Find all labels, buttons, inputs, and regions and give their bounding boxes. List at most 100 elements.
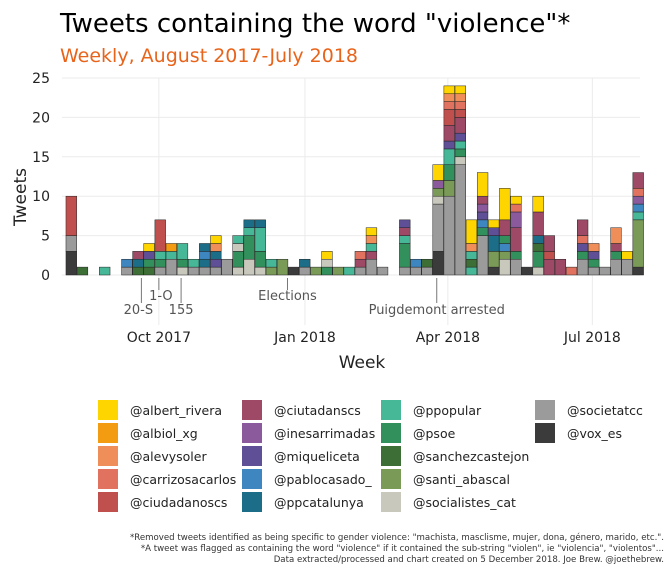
bar-segment — [432, 180, 444, 189]
legend-swatch — [98, 423, 118, 443]
x-tick-label: Apr 2018 — [416, 330, 480, 346]
bar-segment — [632, 266, 644, 276]
bar-segment — [154, 258, 166, 268]
bar-segment — [443, 180, 455, 197]
bar-segment — [532, 243, 544, 252]
bar-segment — [399, 243, 411, 268]
bar-segment — [132, 251, 144, 260]
bar-segment — [65, 251, 77, 276]
legend-label: @ppopular — [413, 403, 482, 418]
bar-segment — [221, 258, 233, 276]
bar-segment — [332, 266, 344, 276]
bars — [65, 85, 644, 276]
bar-segment — [632, 203, 644, 213]
bar-segment — [232, 235, 244, 244]
bar-segment — [454, 156, 466, 165]
bar-segment — [210, 258, 222, 268]
bar-segment — [443, 140, 455, 150]
legend-swatch — [242, 423, 262, 443]
bar-segment — [254, 266, 266, 276]
bar-segment — [577, 219, 589, 236]
bar-segment — [554, 258, 567, 276]
legend-label: @albiol_xg — [130, 426, 198, 441]
bar-segment — [510, 211, 522, 228]
bar-segment — [121, 266, 133, 276]
bar-segment — [232, 251, 244, 268]
bar-segment — [532, 266, 544, 276]
bar-segment — [488, 219, 500, 228]
bar-segment — [132, 266, 144, 276]
bar-segment — [510, 251, 522, 260]
bar-segment — [199, 243, 211, 252]
bar-segment — [210, 251, 222, 260]
legend-label: @psoe — [413, 426, 456, 441]
bar-segment — [310, 266, 322, 276]
bar-segment — [577, 258, 589, 276]
bar-segment — [443, 125, 455, 142]
bar-segment — [621, 251, 633, 260]
bar-segment — [399, 235, 411, 244]
legend-swatch — [242, 446, 262, 466]
y-tick-label: 20 — [32, 110, 50, 126]
bar-segment — [154, 219, 166, 252]
legend-swatch — [381, 492, 401, 512]
bar-segment — [165, 243, 177, 252]
legend-label: @vox_es — [567, 426, 622, 441]
annotation-label: 155 — [169, 303, 194, 318]
legend-swatch — [381, 469, 401, 489]
bar-segment — [399, 219, 411, 228]
bar-segment — [465, 243, 478, 252]
bar-segment — [365, 251, 378, 260]
x-axis-title: Week — [339, 353, 386, 373]
bar-segment — [199, 258, 211, 268]
bar-segment — [588, 243, 600, 252]
bar-segment — [299, 266, 311, 276]
legend-swatch — [242, 469, 262, 489]
legend: @albert_rivera @albiol_xg @alevysoler @carr… — [98, 400, 643, 512]
bar-segment — [143, 251, 155, 260]
legend-swatch — [381, 400, 401, 420]
bar-segment — [476, 219, 489, 228]
bar-segment — [232, 266, 244, 276]
bar-segment — [510, 203, 522, 213]
bar-segment — [454, 140, 466, 150]
bar-segment — [454, 109, 466, 118]
bar-segment — [243, 227, 255, 236]
bar-segment — [510, 258, 522, 276]
bar-segment — [499, 219, 511, 236]
x-axis: Oct 2017 Jan 2018 Apr 2018 Jul 2018 — [127, 330, 621, 346]
bar-segment — [210, 243, 222, 252]
x-tick-label: Oct 2017 — [127, 330, 191, 346]
bar-segment — [410, 258, 422, 268]
bar-segment — [432, 195, 444, 205]
bar-segment — [543, 251, 555, 260]
bar-segment — [532, 211, 544, 236]
bar-segment — [632, 219, 644, 268]
bar-segment — [165, 251, 177, 260]
legend-swatch — [242, 400, 262, 420]
bar-segment — [476, 172, 489, 197]
legend-label: @ppcatalunya — [274, 495, 364, 510]
bar-segment — [187, 258, 200, 268]
bar-segment — [65, 235, 77, 252]
bar-segment — [465, 258, 478, 268]
bar-segment — [610, 243, 622, 252]
bar-segment — [588, 266, 600, 276]
bar-segment — [454, 148, 466, 158]
legend-swatch — [242, 492, 262, 512]
annotation-label: 1-O — [149, 289, 173, 304]
bar-segment — [354, 258, 366, 268]
legend-swatch — [98, 469, 118, 489]
legend-swatch — [535, 400, 555, 420]
caption: *Removed tweets identified as being spec… — [130, 532, 664, 565]
bar-segment — [65, 195, 77, 236]
caption-line: *Removed tweets identified as being spec… — [130, 532, 664, 543]
bar-segment — [432, 251, 444, 276]
gridlines — [62, 77, 640, 325]
legend-swatch — [381, 446, 401, 466]
chart-title: Tweets containing the word "violence"* — [59, 9, 570, 39]
y-tick-label: 5 — [41, 229, 50, 245]
bar-segment — [176, 266, 189, 276]
bar-segment — [565, 266, 578, 276]
